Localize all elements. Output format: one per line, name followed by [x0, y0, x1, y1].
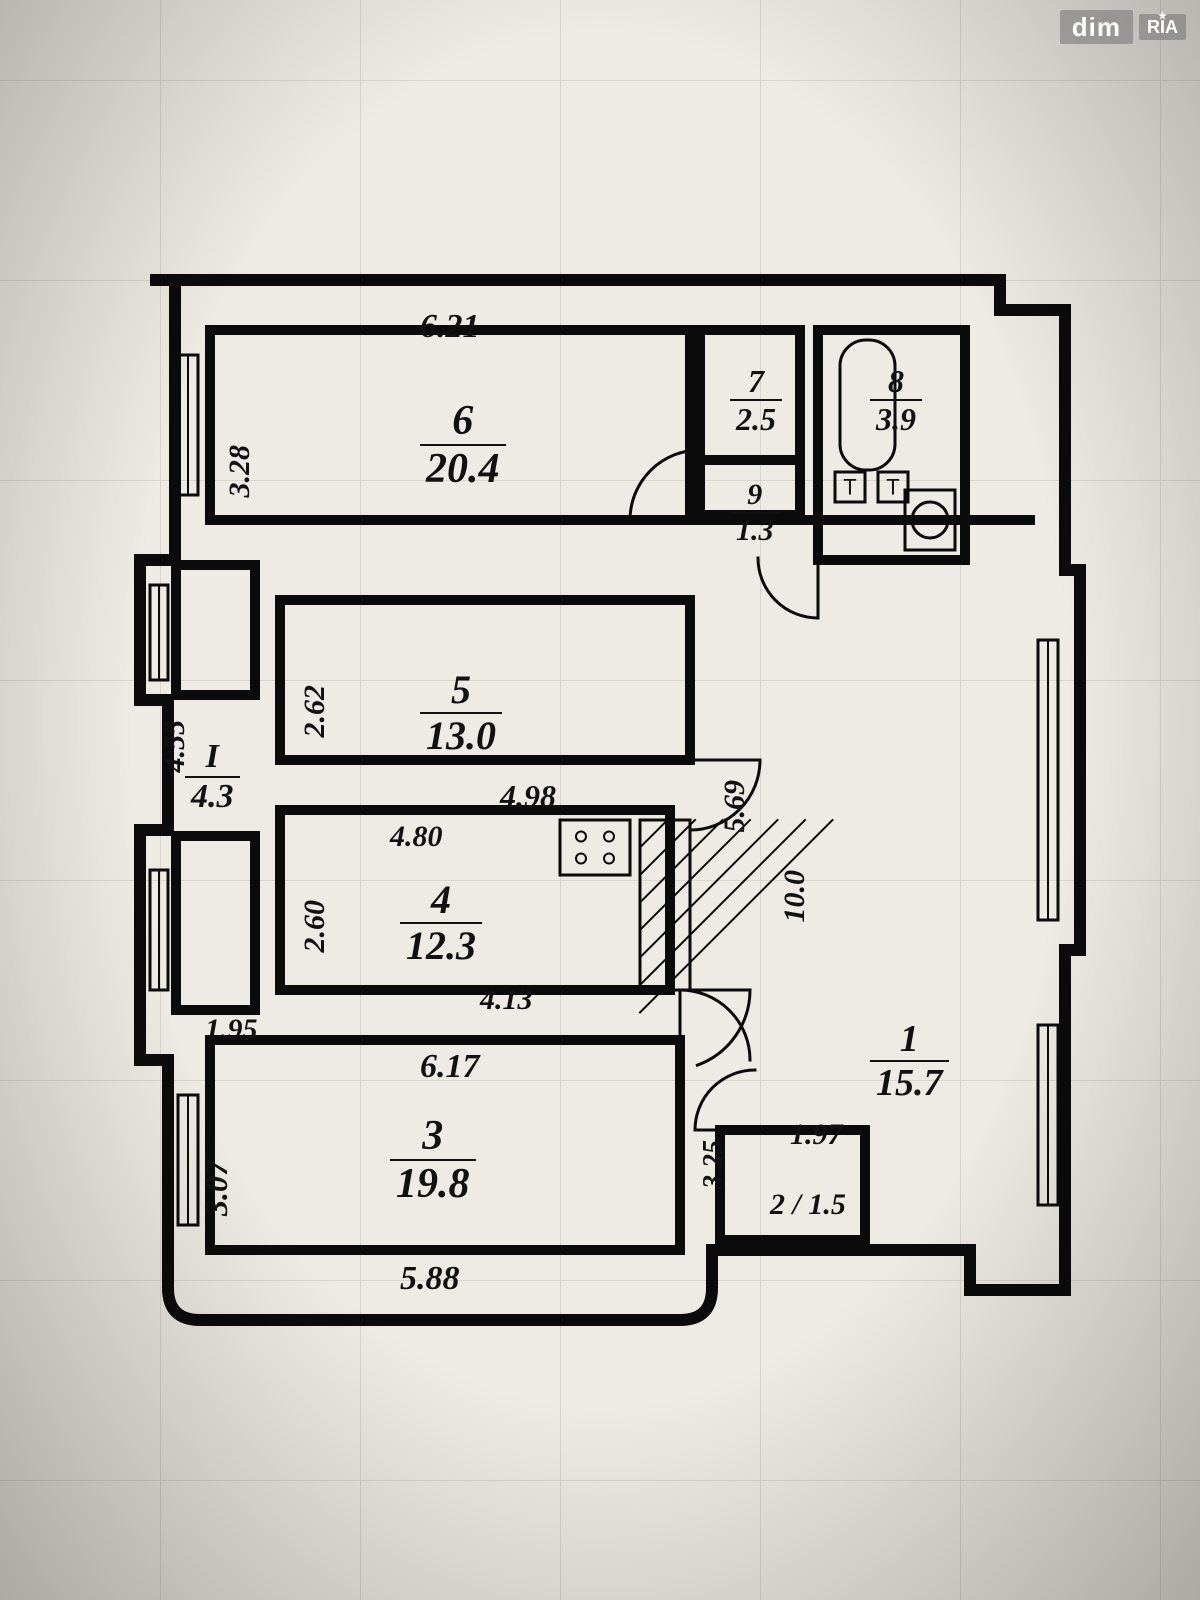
floor-plan: TT — [0, 0, 1200, 1600]
dim-label: 2.62 — [298, 685, 331, 738]
watermark-badge: dim RIA — [1060, 10, 1186, 44]
room-1-label: 115.7 — [870, 1020, 949, 1102]
room-4-label: 412.3 — [400, 880, 482, 966]
room-I-label: I4.3 — [185, 740, 240, 814]
dim-label: 2.60 — [298, 900, 331, 953]
room-6-label: 620.4 — [420, 400, 506, 490]
dim-label: 10.0 — [778, 870, 811, 923]
room-9-label: 91.3 — [730, 480, 780, 546]
room-7-label: 72.5 — [730, 365, 782, 435]
dim-label: 5.69 — [718, 780, 751, 833]
svg-text:T: T — [843, 475, 856, 500]
watermark-dim: dim — [1060, 10, 1133, 44]
room-3-label: 319.8 — [390, 1115, 476, 1205]
room-5-label: 513.0 — [420, 670, 502, 756]
svg-text:T: T — [886, 475, 899, 500]
dim-label: 4.80 — [390, 820, 443, 853]
dim-label: 6.17 — [420, 1048, 480, 1085]
dim-label: 1.97 — [790, 1118, 843, 1151]
dim-label: 6.21 — [420, 308, 480, 345]
dim-label: 4.98 — [500, 778, 556, 814]
dim-label: 3.07 — [198, 1160, 234, 1216]
dim-label: 1.95 — [205, 1013, 258, 1046]
dim-label: 4.55 — [158, 720, 191, 773]
room-8-label: 83.9 — [870, 365, 922, 435]
watermark-ria: RIA — [1139, 14, 1186, 40]
dim-label: 4.13 — [480, 983, 533, 1016]
dim-label: 3.25 — [698, 1140, 729, 1189]
room-2-label: 2 / 1.5 — [770, 1188, 846, 1221]
dim-label: 3.28 — [223, 445, 256, 498]
dim-label: 5.88 — [400, 1260, 460, 1297]
